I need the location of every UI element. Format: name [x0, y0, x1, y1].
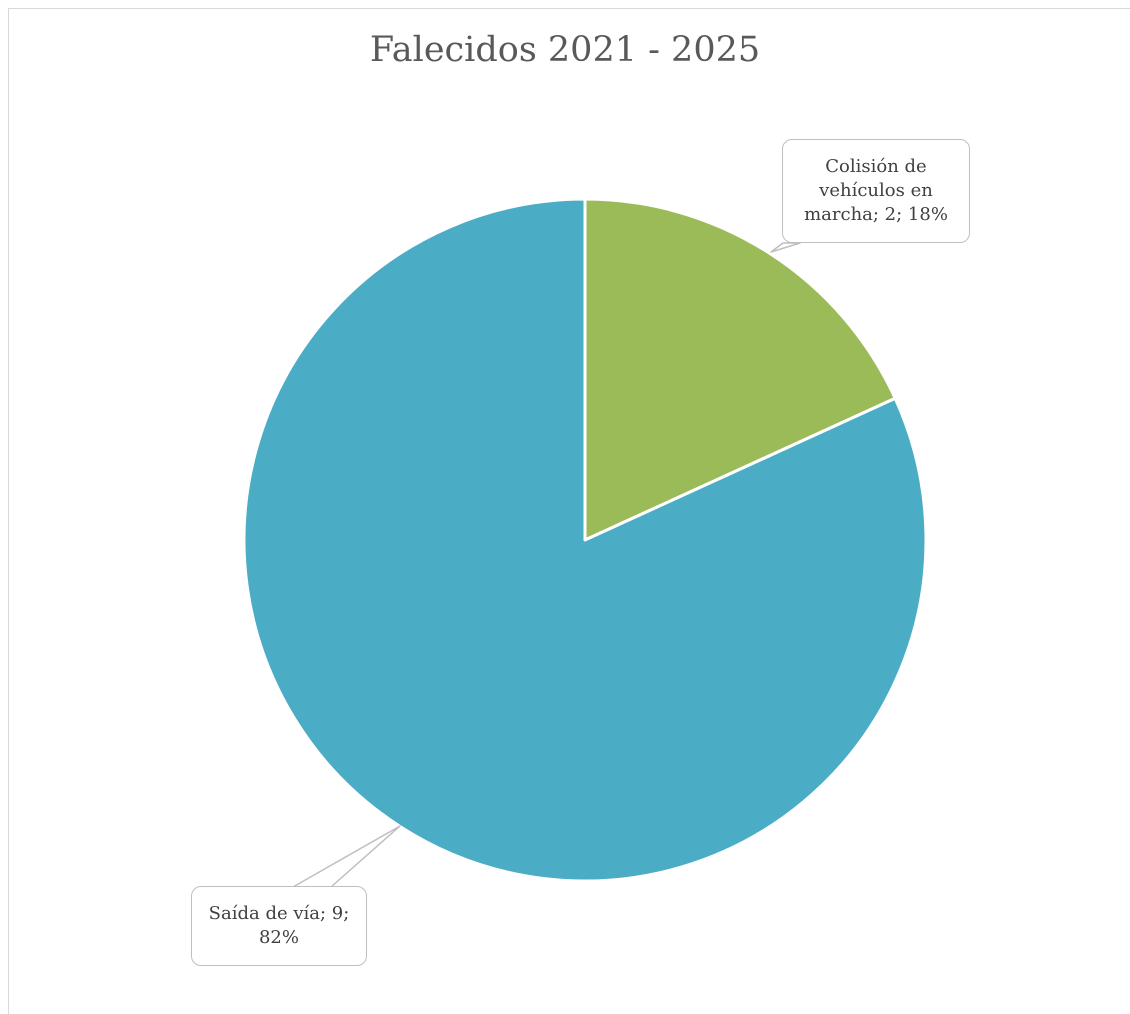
leader-line-salida	[292, 825, 401, 888]
data-label-salida-text: Saída de vía; 9; 82%	[208, 903, 350, 948]
pie-slices	[242, 197, 928, 883]
leader-line-colision	[770, 242, 801, 253]
chart-title: Falecidos 2021 - 2025	[369, 30, 761, 70]
data-label-colision-text: Colisión de vehículos en marcha; 2; 18%	[804, 156, 948, 225]
pie-slice-colision	[583, 197, 897, 542]
data-label-colision: Colisión de vehículos en marcha; 2; 18%	[782, 139, 970, 243]
pie-slice-salida	[242, 197, 928, 883]
data-label-salida: Saída de vía; 9; 82%	[191, 886, 367, 966]
